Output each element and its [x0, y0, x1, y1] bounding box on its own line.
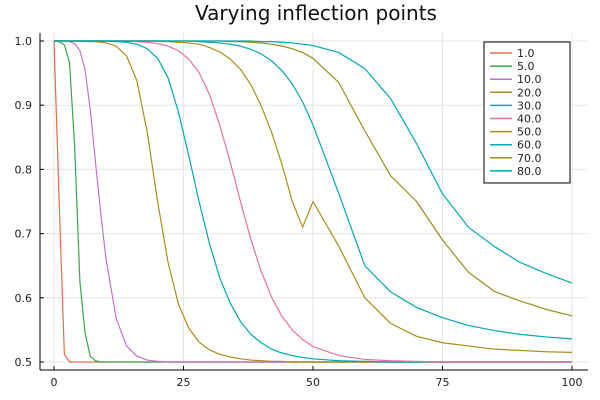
y-tick-label: 0.5 [15, 356, 33, 369]
legend-label-40.0: 40.0 [517, 113, 542, 126]
axes [39, 33, 588, 371]
legend-label-80.0: 80.0 [517, 165, 542, 178]
legend-label-1.0: 1.0 [517, 47, 535, 60]
series-line-80.0 [54, 40, 573, 284]
x-tick-label: 75 [436, 376, 450, 389]
x-tick-label: 0 [51, 376, 58, 389]
legend-label-10.0: 10.0 [517, 73, 542, 86]
y-tick-label: 0.6 [15, 292, 33, 305]
legend: 1.05.010.020.030.040.050.060.070.080.0 [483, 41, 571, 184]
legend-label-30.0: 30.0 [517, 99, 542, 112]
legend-label-50.0: 50.0 [517, 126, 542, 139]
x-tick-label: 50 [306, 376, 320, 389]
chart-title: Varying inflection points [195, 1, 437, 25]
series-group [53, 40, 573, 363]
y-tick-label: 0.7 [15, 228, 33, 241]
y-tick-label: 0.8 [15, 163, 33, 176]
x-tick-label: 100 [562, 376, 583, 389]
legend-label-5.0: 5.0 [517, 60, 535, 73]
tick-labels: 0 25 50 75 100 0.5 0.6 0.7 0.8 0.9 1.0 [15, 35, 583, 389]
legend-label-20.0: 20.0 [517, 86, 542, 99]
legend-label-70.0: 70.0 [517, 152, 542, 165]
x-tick-label: 25 [177, 376, 191, 389]
legend-label-60.0: 60.0 [517, 139, 542, 152]
y-tick-label: 0.9 [15, 99, 33, 112]
y-tick-label: 1.0 [15, 35, 33, 48]
